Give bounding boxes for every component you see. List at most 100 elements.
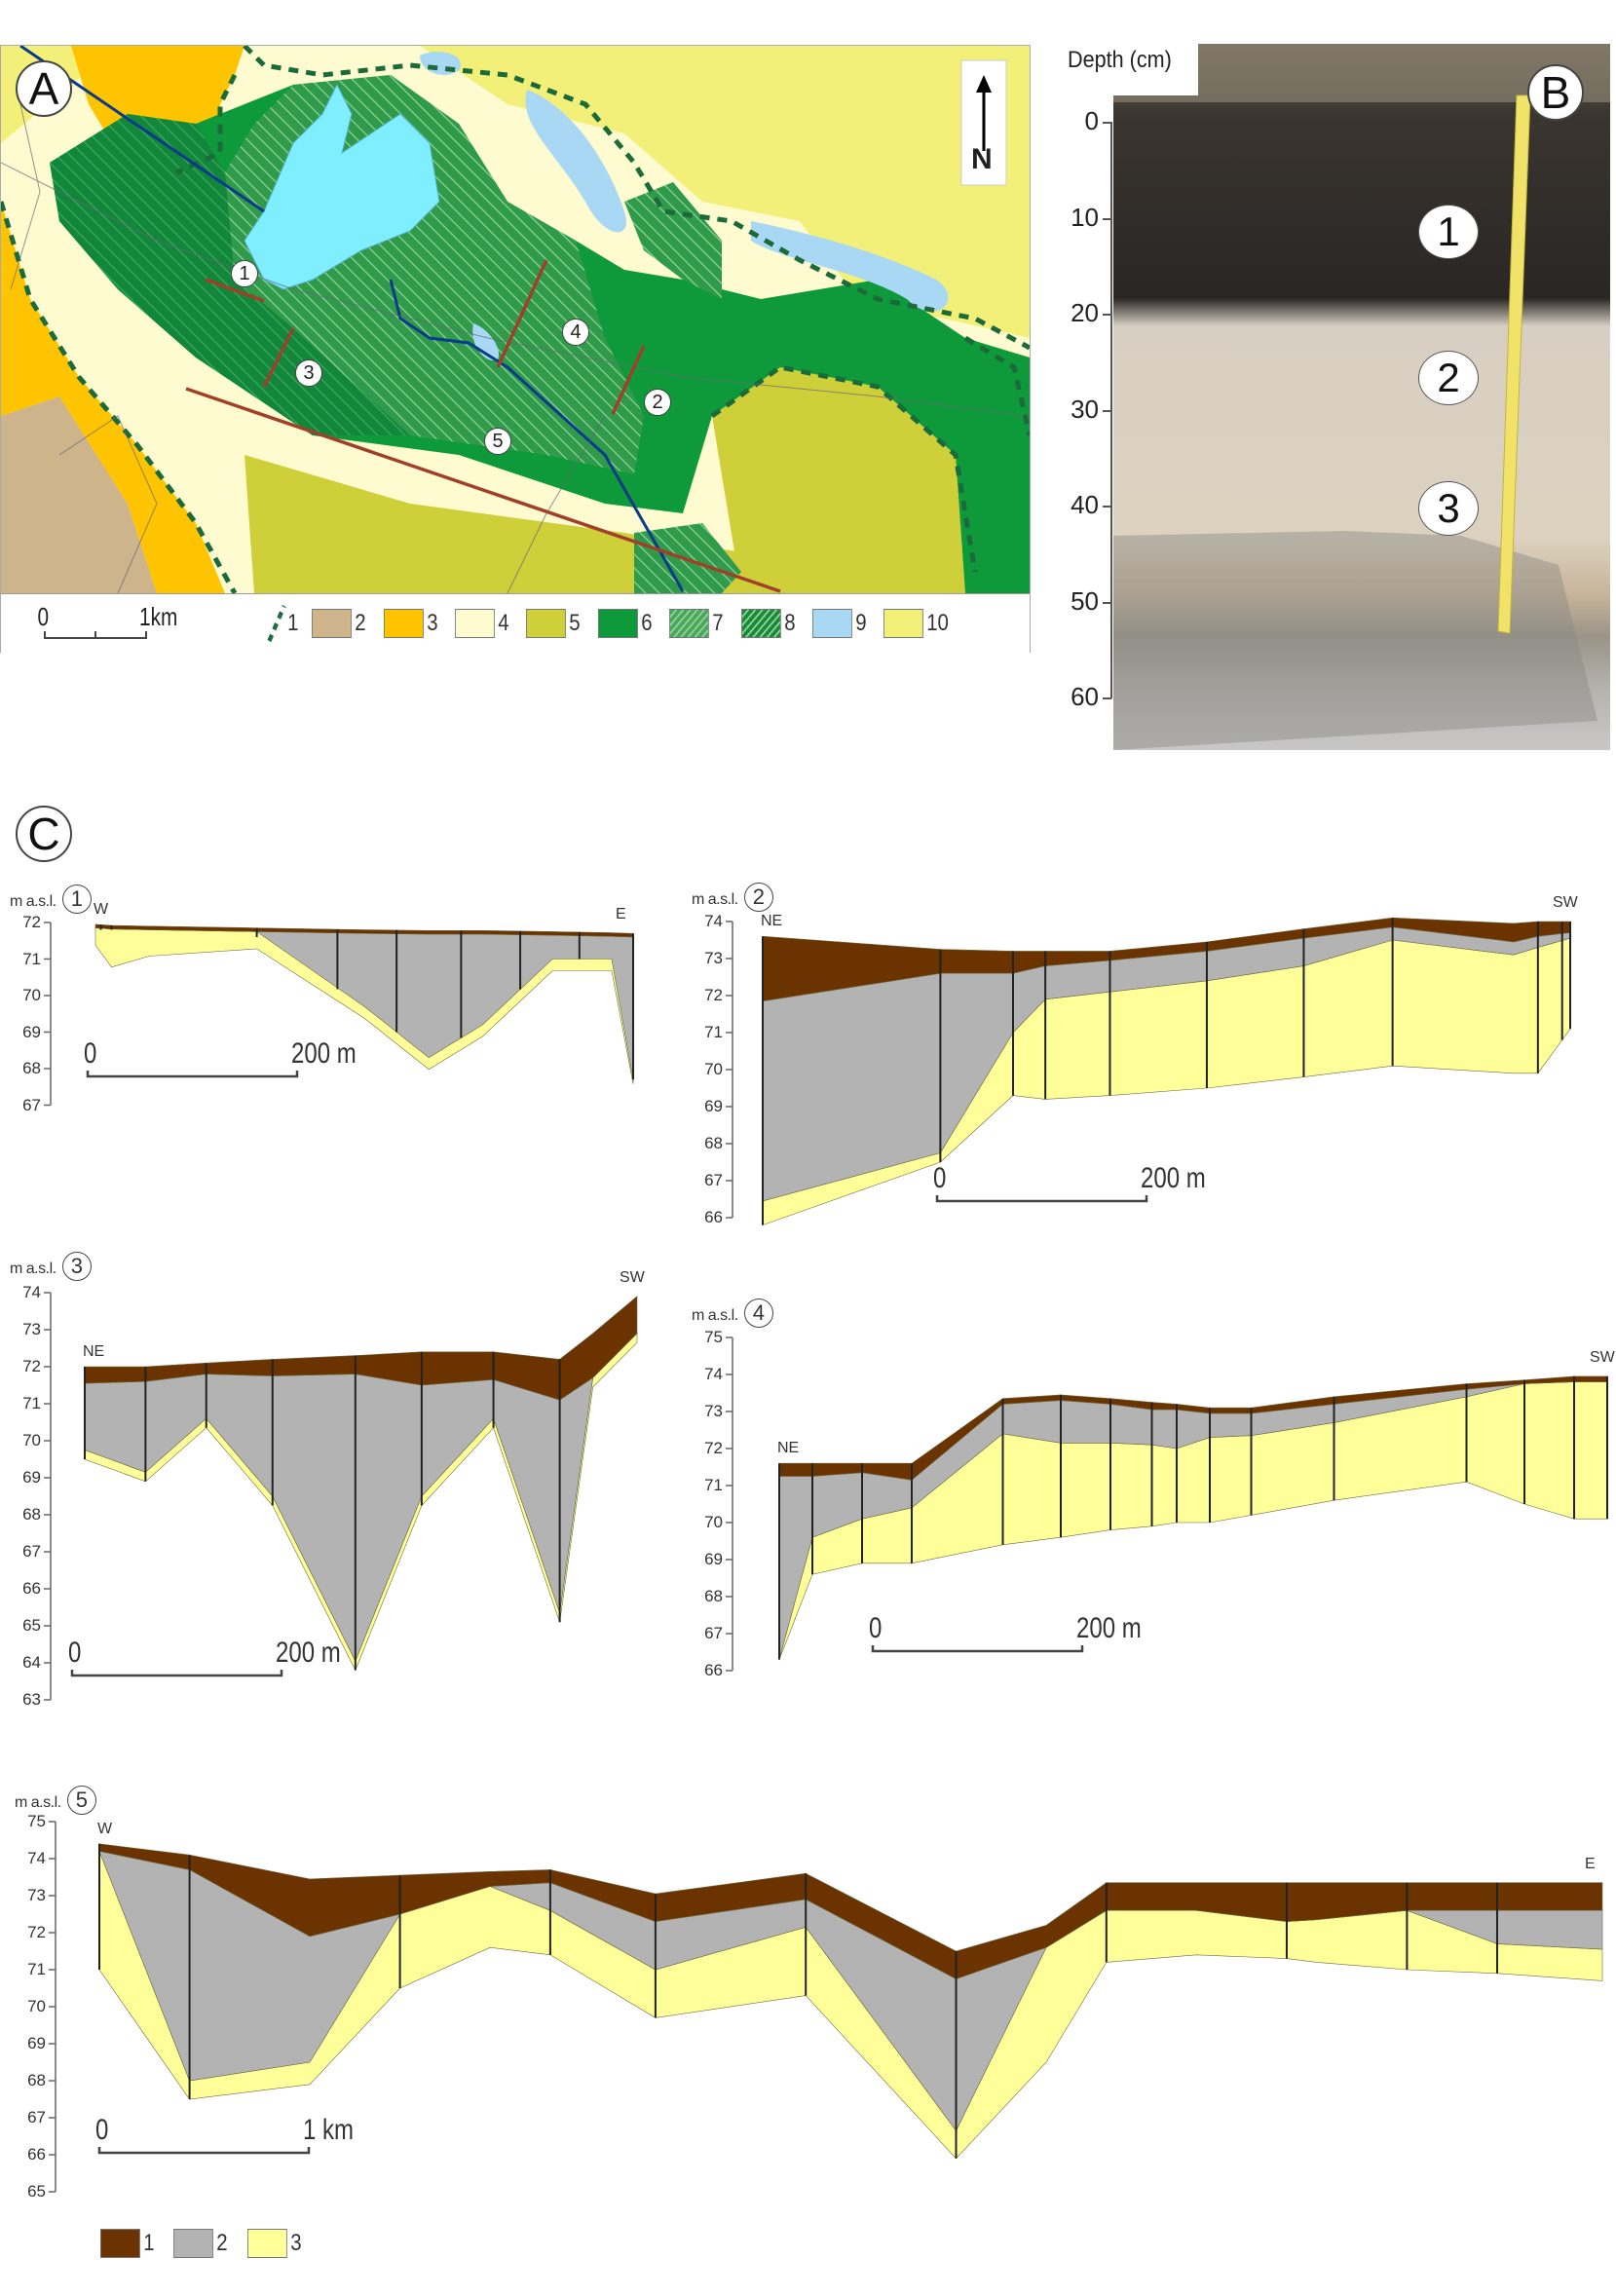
y-axis-title: m a.s.l. 5: [15, 1786, 96, 1815]
y-tick-label: 65: [27, 2182, 46, 2201]
y-tick-label: 71: [22, 1394, 41, 1412]
depth-tick: [1103, 122, 1111, 124]
direction-label-right: SW: [620, 1268, 645, 1286]
north-label: N: [971, 143, 993, 175]
y-tick-label: 74: [22, 1283, 41, 1301]
y-tick-label: 68: [22, 1505, 41, 1524]
depth-tick-label: 50: [1071, 585, 1099, 616]
map-legend: 0 1km 1 2 3 4 5 6 7 8 9 10: [1, 593, 1030, 653]
map-legend-item-4: 4: [455, 609, 509, 638]
map-legend-items: 1 2 3 4 5 6 7 8 9 10: [266, 604, 968, 643]
map-legend-item-10: 10: [883, 609, 949, 638]
map-legend-item-2: 2: [312, 609, 366, 638]
depth-tick: [1103, 601, 1111, 604]
map-legend-item-5: 5: [526, 609, 581, 638]
scale-bar-start: 0: [869, 1612, 883, 1644]
depth-tick-label: 40: [1071, 490, 1099, 519]
dashed-boundary-swatch: [267, 604, 286, 643]
y-tick-label: 72: [22, 1357, 41, 1375]
y-tick-label: 71: [27, 1960, 46, 1978]
legend-swatch: [455, 609, 495, 638]
y-tick-label: 68: [704, 1587, 723, 1605]
cross-section-legend-item-1: 1: [100, 2229, 155, 2258]
y-tick-label: 67: [27, 2108, 46, 2127]
y-axis-title: m a.s.l. 2: [692, 883, 773, 912]
legend-label: 6: [640, 610, 653, 636]
y-axis-title: m a.s.l. 3: [10, 1252, 92, 1281]
y-tick-label: 73: [704, 1402, 723, 1420]
depth-tick-label: 60: [1071, 682, 1099, 711]
legend-swatch: [811, 609, 852, 638]
direction-label-left: NE: [761, 913, 783, 930]
legend-swatch: [383, 609, 424, 638]
y-tick-label: 66: [704, 1661, 723, 1679]
depth-tick: [1103, 217, 1111, 220]
panel-label-b: B: [1527, 64, 1584, 121]
y-tick-label: 72: [704, 1439, 723, 1457]
map-legend-item-6: 6: [597, 609, 653, 638]
y-tick-label: 64: [22, 1653, 41, 1672]
cross-section-number: 4: [743, 1299, 773, 1328]
y-tick-label: 73: [704, 949, 723, 967]
direction-label-left: W: [97, 1820, 113, 1837]
direction-label-right: E: [616, 906, 626, 923]
y-tick-label: 68: [27, 2071, 46, 2089]
y-tick-label: 75: [27, 1812, 46, 1830]
map-legend-item-3: 3: [383, 609, 437, 638]
depth-tick: [1103, 697, 1111, 699]
depth-axis-title: Depth (cm): [1068, 47, 1172, 73]
map-transect-badge-4: 4: [562, 319, 589, 346]
y-tick-label: 71: [704, 1023, 723, 1041]
y-tick-label: 69: [27, 2034, 46, 2052]
direction-label-left: W: [94, 900, 109, 918]
map-transect-badge-5: 5: [484, 428, 511, 455]
y-tick-label: 65: [22, 1616, 41, 1635]
cross-section-legend-item-2: 2: [173, 2229, 228, 2258]
scale-bar-end: 1 km: [303, 2114, 355, 2146]
scale-bar-end: 200 m: [291, 1037, 357, 1070]
soil-profile-photo: [1052, 39, 1610, 750]
depth-tick-label: 30: [1071, 394, 1099, 424]
y-tick-label: 70: [22, 986, 41, 1004]
map-transect-badge-2: 2: [644, 389, 671, 416]
y-tick-label: 66: [22, 1579, 41, 1598]
y-tick-label: 70: [22, 1431, 41, 1449]
depth-tick: [1103, 409, 1111, 412]
y-tick-label: 70: [27, 1997, 46, 2015]
y-tick-label: 73: [22, 1320, 41, 1338]
y-tick-label: 69: [704, 1550, 723, 1568]
panel-label-a: A: [16, 60, 72, 117]
depth-tick-label: 0: [1084, 106, 1099, 135]
geomorphological-map: [1, 46, 1030, 593]
cross-section-legend-item-3: 3: [246, 2229, 301, 2258]
legend-label: 8: [783, 610, 796, 636]
scale-bar-start: 0: [95, 2114, 109, 2146]
scale-bar-end: 200 m: [1141, 1162, 1206, 1194]
map-legend-item-1: 1: [266, 604, 298, 643]
y-axis-title: m a.s.l. 1: [10, 885, 92, 914]
panel-label-c: C: [16, 806, 72, 862]
legend-label: 4: [498, 610, 509, 636]
y-tick-label: 74: [704, 1365, 723, 1383]
legend-label: 9: [855, 610, 867, 636]
depth-tick: [1103, 506, 1111, 508]
direction-label-right: SW: [1553, 894, 1578, 911]
y-tick-label: 68: [22, 1059, 41, 1077]
y-tick-label: 72: [704, 986, 723, 1004]
legend-label: 5: [569, 610, 581, 636]
direction-label-left: NE: [83, 1343, 105, 1360]
map-scale-bar: 0 1km: [36, 602, 202, 645]
scale-bar-start: 0: [68, 1637, 82, 1669]
y-tick-label: 69: [22, 1468, 41, 1487]
y-tick-label: 69: [22, 1022, 41, 1041]
scale-bar-end: 200 m: [1076, 1612, 1142, 1644]
y-tick-label: 70: [704, 1513, 723, 1531]
y-tick-label: 74: [27, 1849, 46, 1867]
map-legend-item-7: 7: [669, 609, 724, 638]
y-tick-label: 67: [22, 1542, 41, 1561]
depth-tick: [1103, 314, 1111, 316]
scale-bar-start: 0: [84, 1037, 97, 1070]
